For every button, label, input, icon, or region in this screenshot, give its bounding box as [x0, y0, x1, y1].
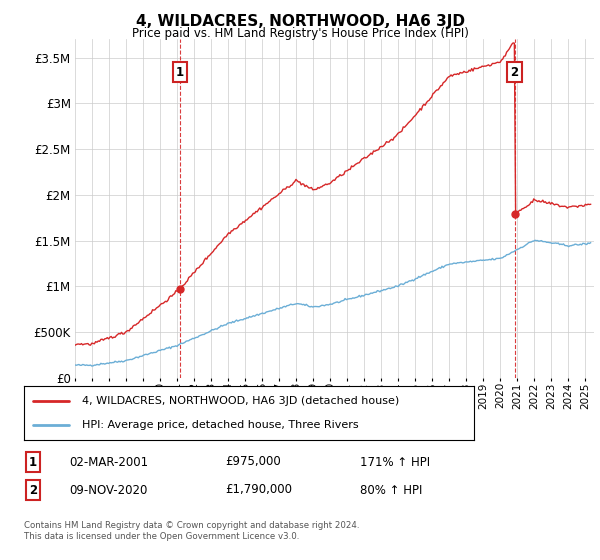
Text: This data is licensed under the Open Government Licence v3.0.: This data is licensed under the Open Gov… [24, 532, 299, 541]
Text: Price paid vs. HM Land Registry's House Price Index (HPI): Price paid vs. HM Land Registry's House … [131, 27, 469, 40]
Text: 80% ↑ HPI: 80% ↑ HPI [360, 483, 422, 497]
Text: 1: 1 [29, 455, 37, 469]
Text: Contains HM Land Registry data © Crown copyright and database right 2024.: Contains HM Land Registry data © Crown c… [24, 521, 359, 530]
Text: 4, WILDACRES, NORTHWOOD, HA6 3JD (detached house): 4, WILDACRES, NORTHWOOD, HA6 3JD (detach… [83, 396, 400, 407]
Text: £1,790,000: £1,790,000 [225, 483, 292, 497]
Text: 171% ↑ HPI: 171% ↑ HPI [360, 455, 430, 469]
Text: 2: 2 [511, 66, 518, 78]
Text: £975,000: £975,000 [225, 455, 281, 469]
Text: 02-MAR-2001: 02-MAR-2001 [69, 455, 148, 469]
Text: 2: 2 [29, 483, 37, 497]
Text: 09-NOV-2020: 09-NOV-2020 [69, 483, 148, 497]
Text: HPI: Average price, detached house, Three Rivers: HPI: Average price, detached house, Thre… [83, 419, 359, 430]
Text: 4, WILDACRES, NORTHWOOD, HA6 3JD: 4, WILDACRES, NORTHWOOD, HA6 3JD [136, 14, 464, 29]
Text: 1: 1 [176, 66, 184, 78]
